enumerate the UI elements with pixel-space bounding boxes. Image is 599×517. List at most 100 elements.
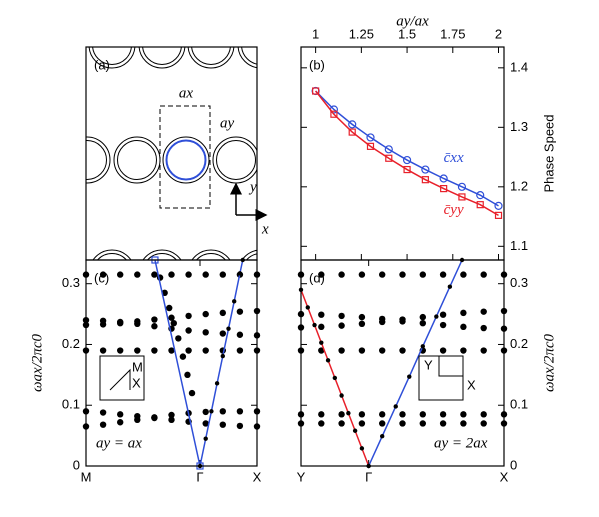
data-dot — [439, 411, 447, 418]
series-line — [367, 259, 463, 467]
data-dot — [185, 271, 192, 278]
data-dot — [419, 411, 426, 418]
y-tick-label: 1.1 — [510, 238, 528, 253]
data-dot — [117, 419, 124, 426]
data-marker — [384, 145, 393, 154]
data-dot — [379, 411, 386, 418]
data-dot — [236, 422, 244, 430]
data-dot — [358, 320, 366, 328]
data-dot — [480, 324, 487, 332]
data-dot — [202, 329, 209, 336]
ring — [212, 136, 257, 184]
data-dot — [420, 344, 425, 349]
data-dot — [346, 410, 351, 416]
inset-label: X — [467, 377, 476, 392]
ring — [241, 47, 257, 65]
inset-label: X — [132, 375, 141, 390]
data-dot — [202, 408, 209, 416]
data-marker — [330, 110, 338, 118]
data-dot — [236, 308, 244, 315]
inset-label: M — [132, 359, 143, 374]
data-dot — [480, 308, 487, 315]
panel-frame — [85, 259, 258, 467]
data-dot — [151, 271, 158, 278]
ring — [146, 253, 178, 260]
x-tick-label: Γ — [196, 469, 203, 484]
data-dot — [214, 381, 220, 386]
data-dot — [399, 316, 406, 323]
y-tick-label: 0.3 — [62, 275, 80, 290]
data-dot — [439, 271, 447, 278]
data-dot — [318, 420, 325, 427]
data-dot — [439, 420, 447, 427]
data-dot — [203, 436, 208, 441]
data-dot — [419, 319, 426, 327]
data-dot — [399, 411, 406, 418]
data-dot — [219, 309, 226, 317]
y-axis-label: ωax/2πc0 — [29, 333, 45, 392]
series-label: c̄yy — [444, 202, 464, 218]
x-tick-label: 1.75 — [440, 26, 465, 41]
data-marker — [348, 128, 356, 136]
ring — [113, 136, 161, 184]
ring — [142, 47, 182, 65]
data-marker — [440, 185, 448, 193]
data-dot — [117, 271, 124, 278]
data-marker — [439, 174, 448, 183]
data-marker — [476, 191, 485, 200]
y-tick-label: 1.3 — [510, 119, 528, 134]
data-dot — [232, 299, 237, 304]
data-dot — [220, 353, 225, 359]
x-tick-label: 1 — [312, 26, 319, 41]
data-marker — [402, 155, 412, 165]
data-dot — [236, 347, 244, 354]
data-dot — [319, 340, 324, 345]
data-dot — [379, 347, 386, 354]
data-dot — [318, 271, 325, 278]
ring — [88, 47, 136, 69]
data-dot — [168, 347, 175, 354]
unit-cell — [159, 105, 211, 209]
inset-frame — [418, 355, 464, 401]
data-dot — [219, 330, 226, 337]
data-dot — [237, 271, 243, 276]
data-dot — [209, 409, 214, 414]
ring — [195, 253, 227, 260]
data-dot — [99, 421, 107, 428]
data-dot — [419, 271, 426, 278]
data-dot — [117, 411, 124, 418]
data-marker — [458, 193, 466, 201]
series-line — [315, 90, 499, 207]
data-dot — [419, 313, 426, 321]
x-tick-label: Γ — [365, 469, 372, 484]
y-tick-label: 0.2 — [510, 336, 528, 351]
data-dot — [318, 411, 325, 418]
data-marker — [366, 133, 375, 142]
data-dot — [439, 321, 447, 329]
inset-label: Y — [424, 357, 433, 372]
data-dot — [358, 420, 366, 427]
data-dot — [134, 416, 141, 424]
data-dot — [185, 347, 192, 354]
ring — [92, 249, 132, 260]
data-dot — [460, 323, 467, 331]
data-marker — [421, 165, 430, 174]
panel-label: (a) — [94, 57, 110, 72]
data-dot — [168, 314, 175, 321]
data-dot — [99, 347, 107, 354]
data-dot — [460, 309, 467, 317]
data-dot — [151, 323, 158, 330]
y-tick-label: 0.1 — [510, 397, 528, 412]
data-dot — [379, 271, 386, 278]
data-dot — [358, 271, 366, 278]
data-marker — [421, 176, 429, 184]
data-dot — [168, 416, 175, 424]
data-dot — [99, 409, 107, 416]
y-tick-label: 0 — [73, 457, 80, 472]
data-dot — [236, 408, 244, 415]
y-tick-label: 1.2 — [510, 178, 528, 193]
data-marker — [494, 211, 503, 219]
ring — [142, 249, 182, 260]
